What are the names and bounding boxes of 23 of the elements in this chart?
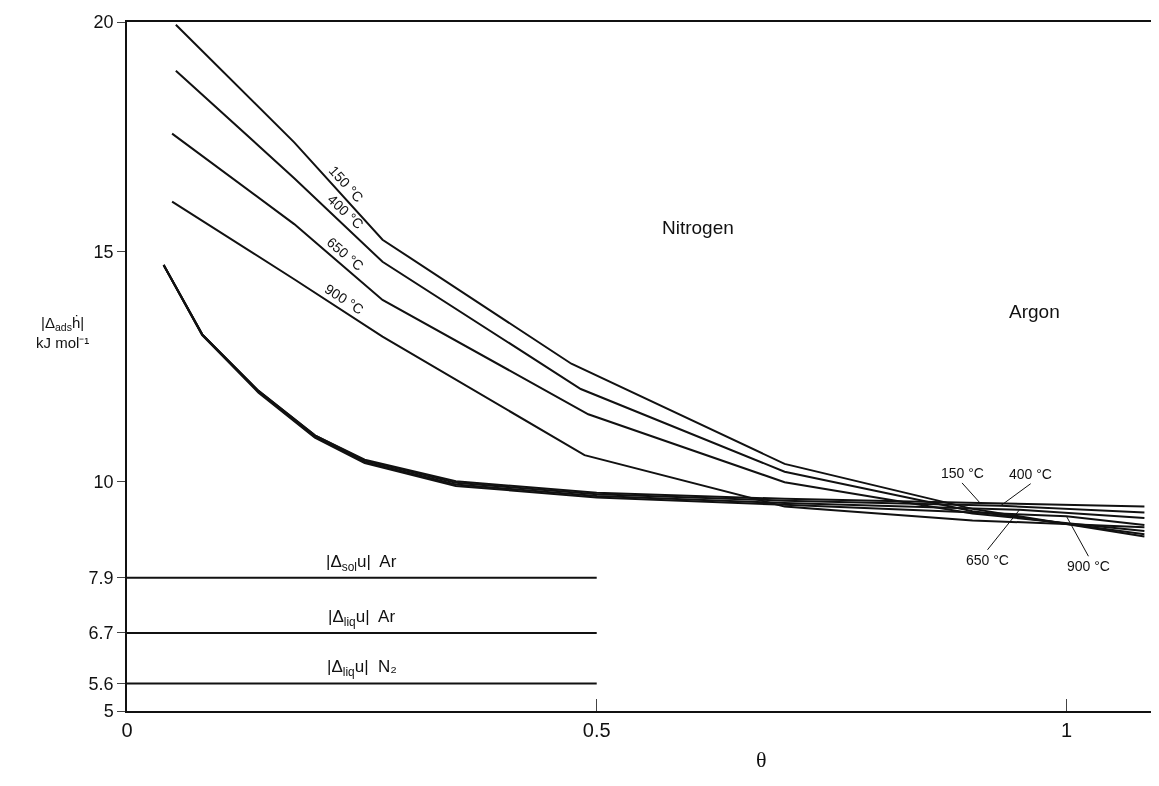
series-label: 150 °C: [941, 465, 984, 481]
y-tick-label: 7.9: [88, 568, 114, 589]
annotation: Argon: [1009, 301, 1060, 322]
x-tick-label: 1: [1060, 718, 1073, 741]
annotation: Nitrogen: [662, 217, 734, 238]
text: 900 °C: [321, 280, 367, 318]
y-tick-label: 15: [93, 241, 114, 262]
x-tick-label: 0.5: [582, 718, 611, 741]
text: 650 °C: [966, 552, 1009, 568]
y-tick-label: 6.7: [88, 623, 114, 644]
series-label: 400 °C: [1009, 466, 1052, 482]
y-tick-label: 10: [93, 471, 114, 492]
x-axis-title: θ: [756, 747, 767, 772]
y-axis-title: |Δ$_{ads}$ḣ| kJ mol⁻¹: [36, 314, 90, 351]
y-tick-label: 5: [103, 701, 114, 722]
series-label: |Δ$_{sol}$u| Ar: [326, 552, 397, 574]
x-tick-label: 0: [121, 718, 133, 741]
series-label: |Δ$_{liq}$u| N₂: [327, 657, 397, 679]
text: 650 °C: [323, 233, 367, 274]
text: 900 °C: [1067, 558, 1110, 574]
series-label: |Δ$_{liq}$u| Ar: [328, 607, 396, 629]
y-tick-label: 20: [93, 12, 114, 33]
y-tick-label: 5.6: [88, 673, 114, 694]
